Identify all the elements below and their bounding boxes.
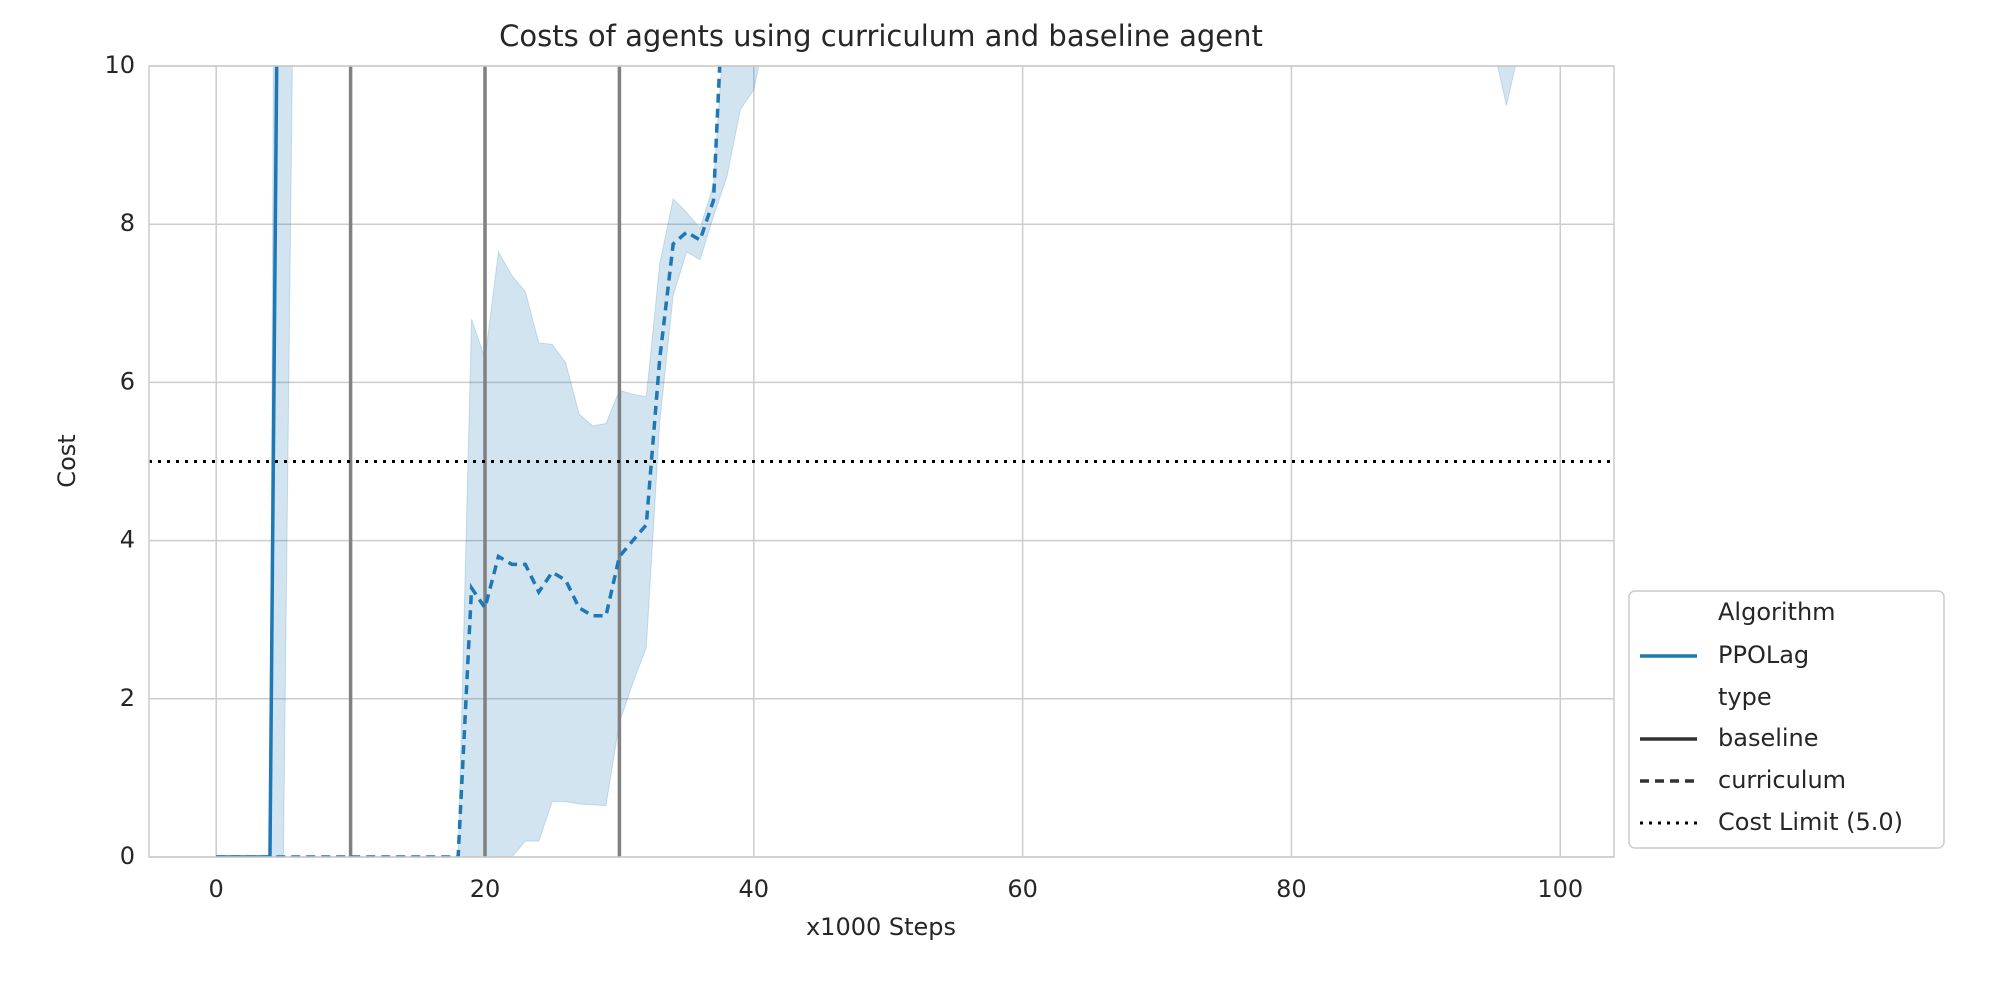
legend-entry: PPOLag xyxy=(1718,641,1809,669)
legend-title: type xyxy=(1718,683,1772,711)
plot-area xyxy=(149,66,1614,857)
x-axis-label: x1000 Steps xyxy=(806,913,956,941)
confidence-band xyxy=(216,66,1516,857)
y-axis-label: Cost xyxy=(53,434,81,487)
x-tick-label: 100 xyxy=(1537,875,1583,903)
x-tick-label: 60 xyxy=(1007,875,1038,903)
chart-title: Costs of agents using curriculum and bas… xyxy=(499,19,1263,53)
legend-title: Algorithm xyxy=(1718,598,1836,626)
legend-entry: Cost Limit (5.0) xyxy=(1718,808,1903,836)
y-tick-label: 2 xyxy=(120,684,135,712)
legend: Algorithm PPOLag type baseline curriculum Cos… xyxy=(1628,590,1945,849)
x-tick-label: 80 xyxy=(1276,875,1307,903)
plot-content xyxy=(149,66,1614,857)
x-tick-label: 20 xyxy=(470,875,501,903)
confidence-band xyxy=(216,66,760,857)
x-tick-label: 40 xyxy=(739,875,770,903)
legend-box xyxy=(1628,590,1945,849)
y-tick-label: 4 xyxy=(120,526,135,554)
x-tick-label: 0 xyxy=(209,875,224,903)
y-tick-label: 8 xyxy=(120,209,135,237)
legend-entry: curriculum xyxy=(1718,766,1846,794)
y-tick-label: 0 xyxy=(120,842,135,870)
series-line xyxy=(216,66,722,857)
legend-entry: baseline xyxy=(1718,724,1819,752)
plot-frame xyxy=(148,65,1615,858)
y-tick-label: 6 xyxy=(120,367,135,395)
y-tick-label: 10 xyxy=(104,51,135,79)
